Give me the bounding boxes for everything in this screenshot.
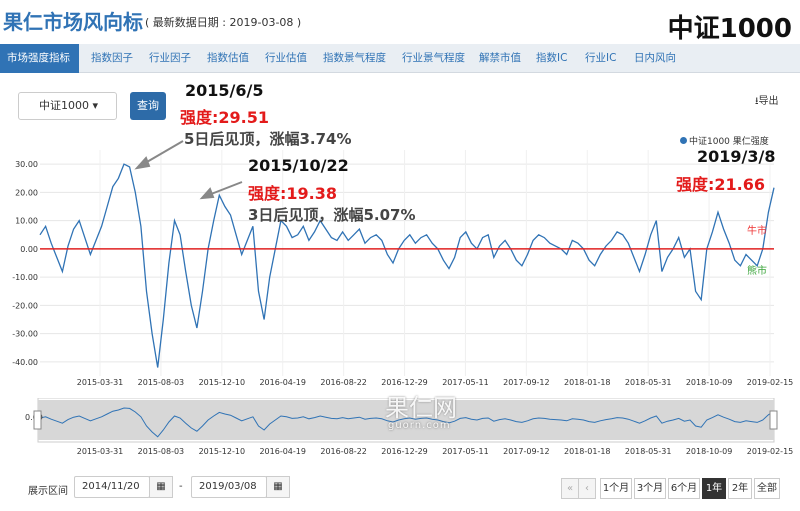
navigator-x-tick-label: 2016-08-22 [320,447,367,456]
tab-industry-ic[interactable]: 行业IC [585,52,617,64]
tab-index-factor[interactable]: 指数因子 [91,52,133,64]
y-tick-label: -20.00 [12,301,38,310]
annotation-1-date: 2015/6/5 [185,81,264,100]
navigator-x-tick-label: 2017-09-12 [503,447,550,456]
export-button[interactable]: ⭳导出 [755,92,779,111]
range-3-month[interactable]: 3个月 [634,478,666,499]
tab-industry-factor[interactable]: 行业因子 [149,52,191,64]
x-tick-label: 2018-10-09 [686,378,733,387]
watermark-url: guorn.com [388,420,451,431]
x-tick-label: 2015-12-10 [199,378,246,387]
range-navigator-chart[interactable]: 0.00 2015-03-312015-08-032015-12-102016-… [0,398,800,458]
index-brand-title: 中证1000 [667,14,792,44]
index-select[interactable]: 中证1000 ▾ [18,92,117,120]
strength-series-line [39,163,775,368]
end-date-input[interactable]: 2019/03/08 [191,476,267,498]
tab-index-ic[interactable]: 指数IC [536,52,568,64]
tab-unlock-market-value[interactable]: 解禁市值 [479,52,521,64]
navigator-x-tick-label: 2018-05-31 [625,447,672,456]
range-6-month[interactable]: 6个月 [668,478,700,499]
y-tick-label: 10.00 [15,217,38,226]
y-tick-label: -40.00 [12,358,38,367]
x-tick-label: 2017-09-12 [503,378,550,387]
latest-data-date: ( 最新数据日期 : 2019-03-08 ) [145,16,302,29]
first-page-icon[interactable]: « [561,478,579,499]
navigator-x-tick-label: 2018-10-09 [686,447,733,456]
range-separator: - [179,481,183,492]
tab-industry-valuation[interactable]: 行业估值 [265,52,307,64]
export-label: 导出 [758,96,779,107]
strength-line-chart: 30.00 20.00 10.00 0.00 -10.00 -20.00 -30.00 -40… [12,140,794,387]
annotation-1-strength: 强度:29.51 [180,108,270,127]
y-tick-label: -30.00 [12,330,38,339]
tab-index-prosperity[interactable]: 指数景气程度 [323,52,386,64]
range-1-month[interactable]: 1个月 [600,478,632,499]
navigator-x-tick-label: 2016-12-29 [381,447,428,456]
tab-index-valuation[interactable]: 指数估值 [207,52,249,64]
chart-legend[interactable]: 中证1000 果仁强度 [680,134,769,147]
y-tick-label: 20.00 [15,188,38,197]
annotation-1-note: 5日后见顶，涨幅3.74% [184,130,352,148]
y-tick-label: -10.00 [12,273,38,282]
start-date-input[interactable]: 2014/11/20 [74,476,150,498]
tab-market-strength[interactable]: 市场强度指标 [0,44,79,73]
bear-market-label: 熊市 [747,266,767,277]
annotation-2-strength: 强度:19.38 [248,184,338,203]
navigator-left-handle[interactable] [33,410,42,430]
annotation-3-strength: 强度:21.66 [676,175,766,194]
tab-bar: 市场强度指标 指数因子 行业因子 指数估值 行业估值 指数景气程度 行业景气程度… [0,44,800,73]
start-calendar-icon[interactable]: ▦ [149,476,173,498]
navigator-x-tick-label: 2015-12-10 [199,447,246,456]
x-tick-label: 2019-02-15 [747,378,794,387]
y-tick-label: 30.00 [15,160,38,169]
x-tick-label: 2016-08-22 [320,378,367,387]
annotation-arrowhead-1 [134,156,151,170]
x-tick-label: 2015-08-03 [138,378,185,387]
x-tick-label: 2018-01-18 [564,378,611,387]
query-button[interactable]: 查询 [130,92,166,120]
navigator-x-tick-label: 2015-03-31 [77,447,124,456]
tab-intraday[interactable]: 日内风向 [634,52,676,64]
display-range-label: 展示区间 [28,486,68,497]
download-icon: ⭳ [755,96,759,107]
end-calendar-icon[interactable]: ▦ [266,476,290,498]
range-1-year[interactable]: 1年 [702,478,726,499]
x-tick-label: 2016-12-29 [381,378,428,387]
watermark-logo: 果仁网 [385,394,457,422]
annotation-3-date: 2019/3/8 [697,147,776,166]
tab-industry-prosperity[interactable]: 行业景气程度 [402,52,465,64]
legend-marker [680,137,687,144]
navigator-series-line [39,407,775,438]
navigator-x-tick-label: 2018-01-18 [564,447,611,456]
navigator-x-tick-label: 2017-05-11 [442,447,489,456]
x-tick-label: 2018-05-31 [625,378,672,387]
annotation-2-date: 2015/10/22 [248,156,349,175]
y-tick-label: 0.00 [20,245,38,254]
legend-label: 中证1000 果仁强度 [689,137,769,147]
prev-page-icon[interactable]: ‹ [578,478,596,499]
x-tick-label: 2015-03-31 [77,378,124,387]
navigator-x-tick-label: 2019-02-15 [747,447,794,456]
annotation-2-note: 3日后见顶，涨幅5.07% [248,206,416,224]
navigator-x-tick-label: 2016-04-19 [259,447,306,456]
bull-market-label: 牛市 [747,226,767,237]
navigator-x-tick-label: 2015-08-03 [138,447,185,456]
x-tick-label: 2016-04-19 [259,378,306,387]
navigator-right-handle[interactable] [769,410,778,430]
page-title: 果仁市场风向标 [3,10,143,34]
range-2-year[interactable]: 2年 [728,478,752,499]
range-all[interactable]: 全部 [754,478,780,499]
x-tick-label: 2017-05-11 [442,378,489,387]
annotation-arrowhead-2 [199,187,215,200]
